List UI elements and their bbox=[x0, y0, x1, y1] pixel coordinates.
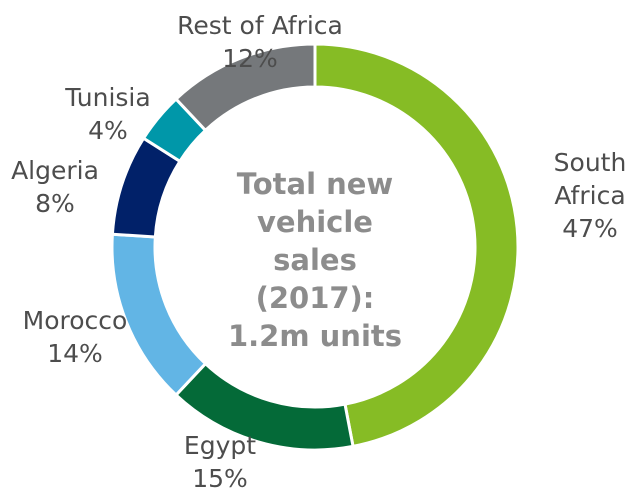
center-line: Total new bbox=[236, 167, 394, 201]
center-line: sales bbox=[273, 243, 357, 277]
segment-label: Morocco 14% bbox=[0, 304, 175, 370]
category-name: Rest of Africa bbox=[177, 11, 343, 40]
segment-label: Egypt 15% bbox=[120, 429, 320, 495]
segment-label: Rest of Africa 12% bbox=[150, 9, 350, 75]
segment-label: South Africa 47% bbox=[490, 146, 641, 245]
percent-label: 12% bbox=[222, 44, 278, 73]
percent-label: 14% bbox=[47, 339, 103, 368]
category-name: South Africa bbox=[553, 148, 627, 210]
percent-label: 47% bbox=[562, 214, 618, 243]
center-label: Total new vehicle sales (2017): 1.2m units bbox=[215, 165, 415, 355]
center-line: 1.2m units bbox=[227, 319, 403, 353]
category-name: Egypt bbox=[183, 431, 257, 460]
segment-label: Tunisia 4% bbox=[8, 81, 208, 147]
center-line: (2017): bbox=[255, 281, 375, 315]
percent-label: 8% bbox=[35, 189, 75, 218]
donut-segment bbox=[173, 42, 317, 133]
center-line: vehicle bbox=[257, 205, 373, 239]
segment-label: Algeria 8% bbox=[0, 154, 155, 220]
category-name: Algeria bbox=[11, 156, 99, 185]
donut-segment bbox=[313, 42, 520, 449]
percent-label: 15% bbox=[192, 464, 248, 493]
percent-label: 4% bbox=[88, 116, 128, 145]
category-name: Tunisia bbox=[65, 83, 151, 112]
category-name: Morocco bbox=[22, 306, 128, 335]
